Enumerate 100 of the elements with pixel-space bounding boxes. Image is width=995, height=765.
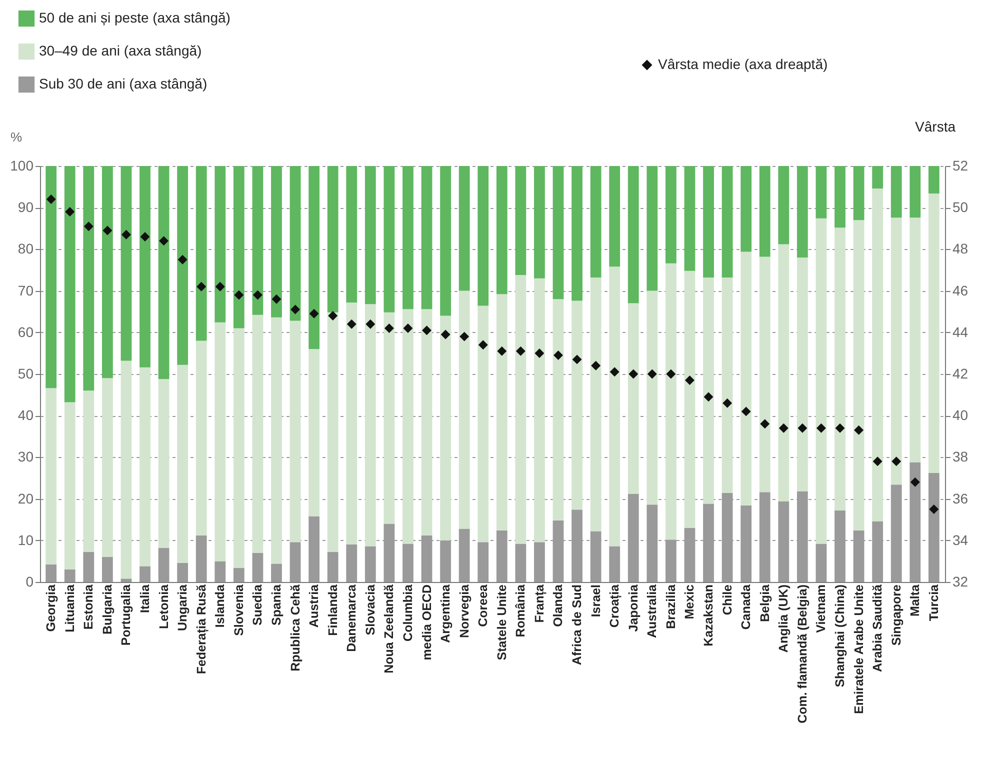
bar xyxy=(910,218,921,462)
bar xyxy=(703,166,714,278)
point xyxy=(102,226,112,236)
y-tick-label: 70 xyxy=(18,282,34,298)
point xyxy=(666,369,676,379)
bar xyxy=(890,166,902,218)
point xyxy=(65,207,75,217)
y-tick-label: 30 xyxy=(18,448,34,465)
point xyxy=(892,456,902,466)
legend-label: Vârsta medie (axa dreaptă) xyxy=(658,56,828,72)
bar xyxy=(572,300,582,510)
bar xyxy=(759,256,770,492)
bar xyxy=(421,166,432,310)
y2-tick-label: 36 xyxy=(952,490,968,506)
x-tick-label: Canada xyxy=(739,583,754,630)
bar xyxy=(646,166,658,291)
bar xyxy=(196,340,207,536)
point xyxy=(816,423,826,433)
bar xyxy=(853,166,864,220)
point xyxy=(478,340,488,350)
point xyxy=(422,326,432,336)
x-tick-label: Finlanda xyxy=(326,583,340,636)
x-tick-label: Singapore xyxy=(889,584,904,646)
bar xyxy=(102,378,113,558)
x-tick-label: Anglia (UK) xyxy=(776,584,791,653)
bar xyxy=(196,166,207,341)
bar xyxy=(928,166,940,194)
x-tick-label: Statele Unite xyxy=(494,584,509,660)
x-tick-label: Olanda xyxy=(551,583,566,627)
point xyxy=(460,332,470,342)
legend-label: Sub 30 de ani (axa stângă) xyxy=(39,76,208,92)
bar xyxy=(402,166,414,310)
y-axis-title: % xyxy=(10,130,22,144)
point xyxy=(872,456,882,466)
bar xyxy=(552,166,564,300)
x-tick-label: Israel xyxy=(588,584,603,618)
bar xyxy=(64,166,76,402)
x-tick-label: Croația xyxy=(608,583,622,628)
bar xyxy=(796,166,808,258)
bar xyxy=(816,218,827,544)
bar xyxy=(233,328,244,568)
point xyxy=(159,236,169,246)
x-tick-label: Estonia xyxy=(82,583,96,630)
bar xyxy=(853,220,864,530)
x-tick-label: Mexic xyxy=(682,584,697,620)
y-tick-label: 60 xyxy=(18,324,34,340)
x-tick-label: Bulgaria xyxy=(100,583,114,635)
y2-tick-label: 40 xyxy=(952,407,968,424)
bar xyxy=(778,166,790,244)
point xyxy=(684,375,694,385)
x-tick-label: Suedia xyxy=(250,583,265,626)
y2-tick-label: 46 xyxy=(952,282,968,298)
point xyxy=(215,282,225,292)
bar xyxy=(83,166,94,391)
y2-tick-label: 32 xyxy=(952,574,968,590)
y2-tick-label: 34 xyxy=(952,532,968,548)
point xyxy=(910,477,920,487)
x-tick-label: Emiratele Arabe Unite xyxy=(852,584,866,714)
point xyxy=(440,330,450,340)
x-tick-label: Brazilia xyxy=(664,583,678,629)
bar xyxy=(271,564,282,582)
y2-tick-label: 42 xyxy=(952,366,968,382)
y2-axis-title: Vârsta xyxy=(915,118,956,134)
bar xyxy=(158,548,170,582)
x-tick-label: Africa de Sud xyxy=(570,584,584,666)
point xyxy=(778,423,788,433)
y-tick-label: 100 xyxy=(10,158,34,174)
bar xyxy=(816,544,827,582)
point xyxy=(121,230,131,240)
bar xyxy=(703,277,714,504)
bar xyxy=(233,166,244,328)
bar xyxy=(120,360,132,579)
bar xyxy=(684,166,696,271)
y-tick-label: 0 xyxy=(26,574,34,590)
x-tick-label: Ungaria xyxy=(176,583,190,632)
x-tick-label: Shanghai (China) xyxy=(833,584,847,688)
bar xyxy=(214,322,226,562)
x-tick-label: Spania xyxy=(269,583,284,626)
bar xyxy=(102,557,113,582)
bar xyxy=(534,166,545,278)
x-tick-label: Japonia xyxy=(626,583,640,632)
x-tick-label: Australia xyxy=(645,583,660,638)
bar xyxy=(140,166,150,368)
point xyxy=(572,354,582,364)
bar xyxy=(46,388,57,565)
bar xyxy=(910,462,921,582)
bar xyxy=(609,166,620,267)
x-tick-label: Franța xyxy=(532,583,546,623)
x-tick-label: Norvegia xyxy=(457,583,472,638)
point xyxy=(610,367,620,377)
point xyxy=(760,419,770,429)
x-tick-label: media OECD xyxy=(420,584,434,660)
bar xyxy=(290,320,301,542)
bar xyxy=(759,492,770,582)
bar xyxy=(364,546,376,582)
bar xyxy=(534,542,545,582)
bar xyxy=(440,316,451,540)
y-tick-label: 20 xyxy=(18,490,34,506)
x-tick-label: Chile xyxy=(720,584,734,616)
point xyxy=(140,232,150,242)
